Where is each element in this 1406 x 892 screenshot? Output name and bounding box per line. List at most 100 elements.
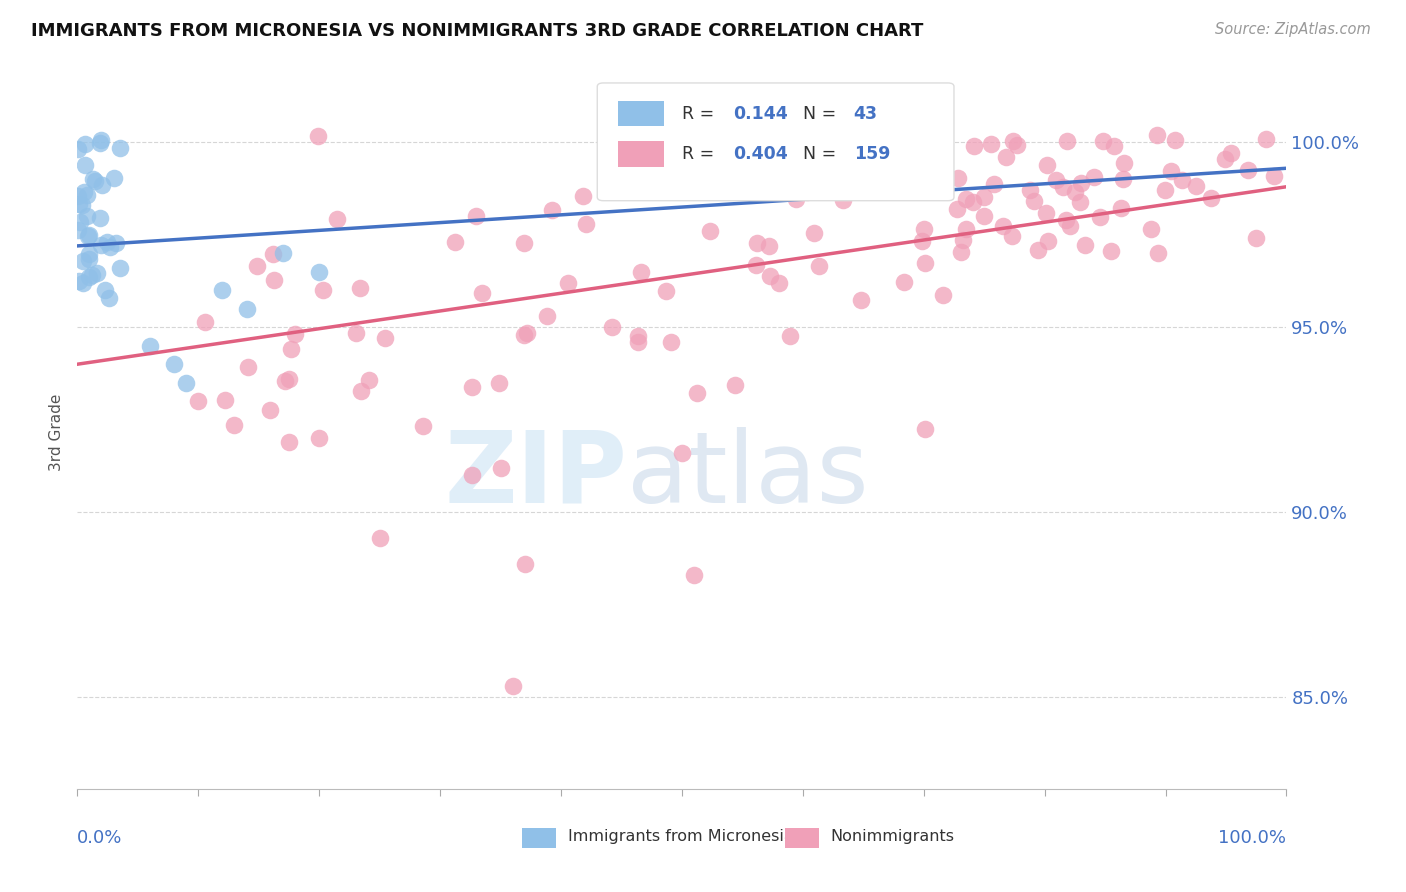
Point (699, 224, 721, 238)
Point (803, 226, 825, 240)
Point (163, 357, 186, 371)
Bar (785, 828, 818, 848)
Point (374, 330, 396, 344)
Point (194, 315, 217, 329)
Point (963, 139, 986, 153)
Point (630, 265, 652, 279)
Point (914, 255, 936, 269)
Point (973, 209, 995, 223)
Point (278, 435, 301, 450)
Point (214, 393, 236, 408)
Point (1088, 211, 1111, 225)
Point (77, 246, 100, 260)
Point (86, 266, 108, 280)
Point (1059, 219, 1081, 234)
Point (470, 285, 492, 300)
Point (488, 376, 510, 390)
Point (1236, 162, 1258, 177)
Point (779, 329, 801, 343)
Point (654, 284, 676, 298)
Point (849, 293, 872, 308)
Point (671, 446, 693, 460)
Point (1018, 183, 1040, 197)
Point (512, 235, 534, 250)
Point (271, 246, 294, 260)
Point (1256, 132, 1278, 146)
Point (1160, 163, 1182, 178)
Text: atlas: atlas (627, 427, 869, 524)
Point (83, 174, 105, 188)
Point (89, 136, 111, 150)
Point (326, 211, 349, 226)
Point (1263, 169, 1285, 183)
Point (627, 329, 650, 343)
Bar (522, 828, 557, 848)
Point (696, 169, 718, 183)
Point (893, 275, 915, 289)
Point (745, 258, 768, 272)
Text: R =: R = (682, 104, 720, 122)
Point (187, 394, 209, 409)
Y-axis label: 3rd Grade: 3rd Grade (49, 394, 65, 471)
Text: 43: 43 (853, 104, 877, 122)
Point (1002, 134, 1025, 148)
Point (98, 240, 121, 254)
Point (759, 268, 782, 283)
Point (1164, 132, 1187, 146)
Point (461, 468, 484, 483)
Point (645, 144, 668, 158)
Point (464, 209, 486, 223)
Point (912, 221, 935, 235)
Text: N =: N = (803, 145, 842, 163)
Point (768, 276, 790, 290)
Point (308, 431, 330, 445)
Point (991, 219, 1014, 234)
Point (1104, 139, 1126, 153)
Point (103, 171, 125, 186)
Point (77, 252, 100, 266)
Point (1112, 155, 1135, 169)
Point (76, 187, 98, 202)
Point (763, 184, 786, 198)
Text: Immigrants from Micronesia: Immigrants from Micronesia (568, 829, 794, 844)
Point (444, 235, 467, 249)
Point (995, 150, 1018, 164)
Bar (617, 101, 664, 127)
Point (108, 261, 131, 276)
Point (1154, 183, 1177, 197)
Point (489, 460, 512, 475)
Point (72, 253, 94, 268)
Text: IMMIGRANTS FROM MICRONESIA VS NONIMMIGRANTS 3RD GRADE CORRELATION CHART: IMMIGRANTS FROM MICRONESIA VS NONIMMIGRA… (31, 22, 924, 40)
Point (911, 128, 934, 142)
Point (807, 259, 830, 273)
Point (1036, 235, 1059, 249)
Point (349, 281, 371, 295)
Text: Source: ZipAtlas.com: Source: ZipAtlas.com (1215, 22, 1371, 37)
Point (235, 301, 257, 316)
Point (1036, 157, 1059, 171)
Point (1109, 201, 1132, 215)
Point (211, 283, 233, 297)
Point (1083, 170, 1105, 185)
Point (946, 171, 969, 186)
Point (516, 326, 538, 340)
Point (758, 239, 780, 253)
Point (72, 198, 94, 212)
Point (796, 185, 818, 199)
Point (1045, 173, 1067, 187)
Text: N =: N = (803, 104, 842, 122)
Point (1026, 244, 1049, 258)
Point (90, 237, 112, 252)
Point (949, 244, 972, 259)
Point (1069, 194, 1091, 209)
Text: 0.144: 0.144 (733, 104, 787, 122)
Point (571, 189, 593, 203)
Point (1064, 186, 1087, 200)
Point (1099, 244, 1122, 259)
Point (359, 373, 381, 387)
Point (1185, 179, 1208, 194)
Point (911, 234, 934, 248)
Text: Nonimmigrants: Nonimmigrants (831, 829, 955, 844)
Point (686, 385, 709, 400)
Point (104, 235, 127, 250)
